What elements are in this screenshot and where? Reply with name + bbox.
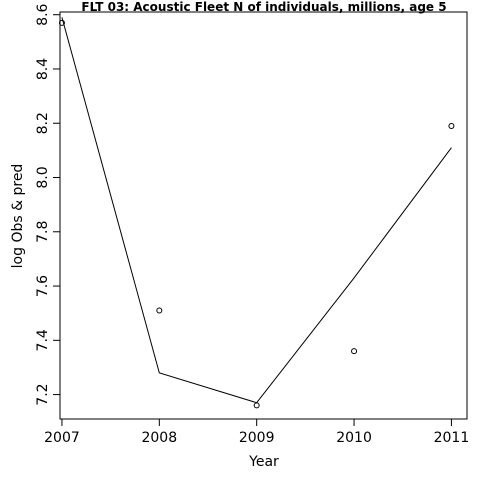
x-tick-label: 2009 [239, 430, 275, 446]
y-tick-label: 7.6 [35, 275, 51, 297]
y-tick-label: 8.2 [35, 112, 51, 134]
y-axis: 7.2 7.4 7.6 7.8 8.0 8.2 8.4 8.6 [35, 3, 60, 406]
obs-point [448, 122, 455, 129]
x-axis-label: Year [248, 454, 279, 470]
obs-point [351, 348, 358, 355]
y-tick-label: 8.6 [35, 3, 51, 25]
y-tick-label: 7.2 [35, 383, 51, 405]
y-tick-label: 7.4 [35, 329, 51, 351]
plot-marks [58, 17, 455, 409]
x-tick-label: 2011 [434, 430, 470, 446]
plot-frame [59, 11, 468, 420]
chart-title: FLT 03: Acoustic Fleet N of individuals,… [81, 0, 446, 14]
obs-point [253, 402, 260, 409]
x-tick-label: 2007 [44, 430, 80, 446]
y-tick-label: 7.8 [35, 221, 51, 243]
x-tick-label: 2010 [336, 430, 372, 446]
x-tick-label: 2008 [141, 430, 177, 446]
pred-line [61, 17, 452, 404]
y-axis-label: log Obs & pred [10, 164, 26, 269]
obs-point [156, 307, 163, 314]
x-axis: 2007 2008 2009 2010 2011 [44, 419, 469, 446]
y-tick-label: 8.0 [35, 166, 51, 188]
y-tick-label: 8.4 [35, 58, 51, 80]
obs-point [58, 19, 65, 26]
